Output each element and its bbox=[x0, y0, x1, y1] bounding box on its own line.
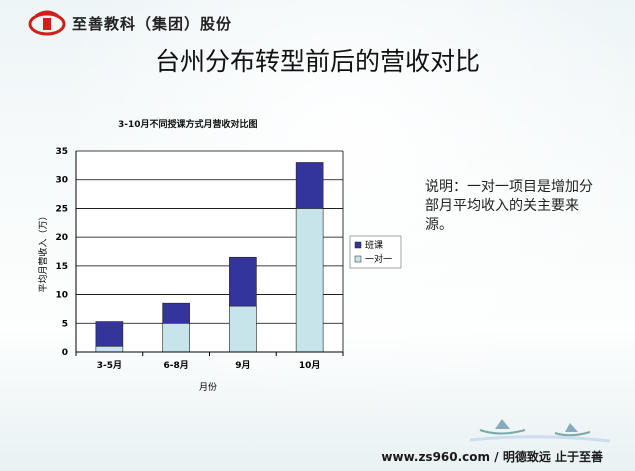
slide-title: 台州分布转型前后的营收对比 bbox=[154, 47, 480, 76]
y-axis-label: 平均月营收入（万） bbox=[37, 211, 49, 292]
legend-label: 班课 bbox=[365, 239, 383, 251]
footer: www.zs960.com / 明德致远 止于至善 bbox=[381, 448, 603, 465]
x-tick-label: 10月 bbox=[299, 360, 321, 371]
y-tick-label: 0 bbox=[62, 348, 68, 358]
boat-decoration-icon bbox=[470, 419, 610, 443]
chart-title: 3-10月不同授课方式月营收对比图 bbox=[118, 120, 258, 130]
x-tick-labels: 3-5月 6-8月 9月 10月 bbox=[97, 360, 321, 371]
x-tick-label: 6-8月 bbox=[163, 360, 188, 371]
bar-segment bbox=[95, 321, 124, 347]
bar-segment bbox=[229, 305, 257, 353]
legend-label: 一对一 bbox=[365, 253, 392, 265]
y-tick-label: 10 bbox=[55, 291, 68, 301]
chart-bars bbox=[95, 162, 324, 353]
company-logo: 至善教科（集团）股份 bbox=[28, 10, 232, 36]
legend-swatch bbox=[354, 241, 362, 249]
y-tick-label: 35 bbox=[55, 147, 68, 157]
bar-segment bbox=[162, 322, 190, 353]
y-tick-label: 20 bbox=[55, 233, 68, 243]
zs-logo-icon bbox=[28, 10, 66, 36]
footer-site: www.zs960.com bbox=[381, 450, 491, 464]
y-tick-label: 15 bbox=[55, 262, 68, 272]
bar-segment bbox=[295, 162, 324, 209]
legend-swatch bbox=[354, 255, 362, 263]
explanation-note: 说明：一对一项目是增加分部月平均收入的关主要来源。 bbox=[425, 179, 593, 233]
footer-slogan: 明德致远 止于至善 bbox=[502, 450, 603, 464]
bar-segment bbox=[95, 345, 124, 353]
bar-segment bbox=[295, 208, 324, 353]
chart-axes bbox=[75, 151, 344, 356]
company-name: 至善教科（集团）股份 bbox=[72, 14, 233, 33]
bar-segment bbox=[229, 256, 257, 307]
legend-box bbox=[349, 235, 402, 269]
y-tick-labels: 0 5 10 15 20 25 30 35 bbox=[55, 147, 68, 358]
y-tick-label: 5 bbox=[62, 319, 68, 329]
x-tick-label: 3-5月 bbox=[97, 360, 122, 371]
bar-segment bbox=[162, 302, 190, 324]
y-tick-label: 25 bbox=[55, 204, 68, 214]
x-axis-label: 月份 bbox=[199, 381, 217, 393]
x-tick-label: 9月 bbox=[235, 360, 250, 371]
footer-separator: / bbox=[494, 450, 499, 464]
y-tick-label: 30 bbox=[55, 176, 68, 186]
